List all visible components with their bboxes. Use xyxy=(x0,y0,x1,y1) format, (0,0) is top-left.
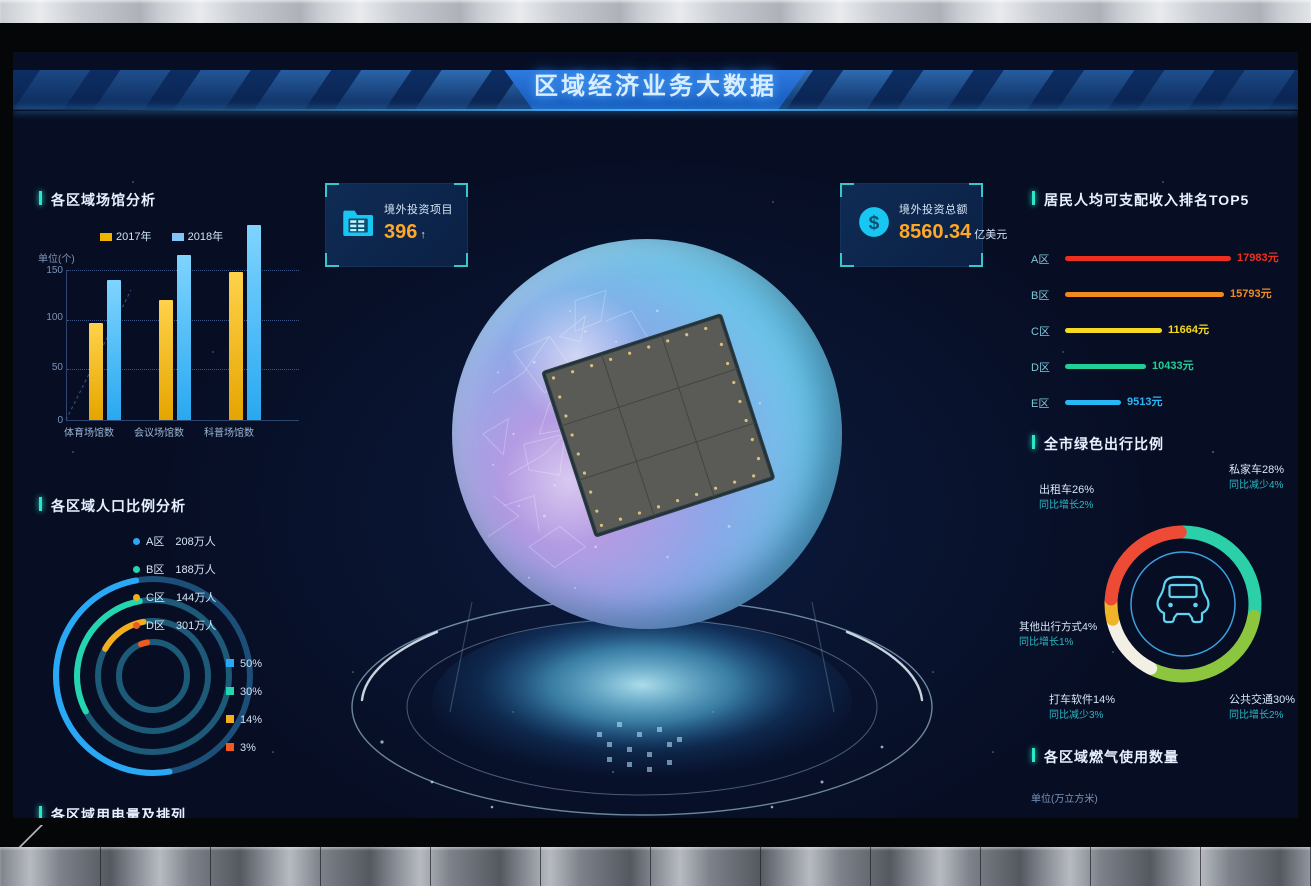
svg-text:$: $ xyxy=(869,213,880,234)
